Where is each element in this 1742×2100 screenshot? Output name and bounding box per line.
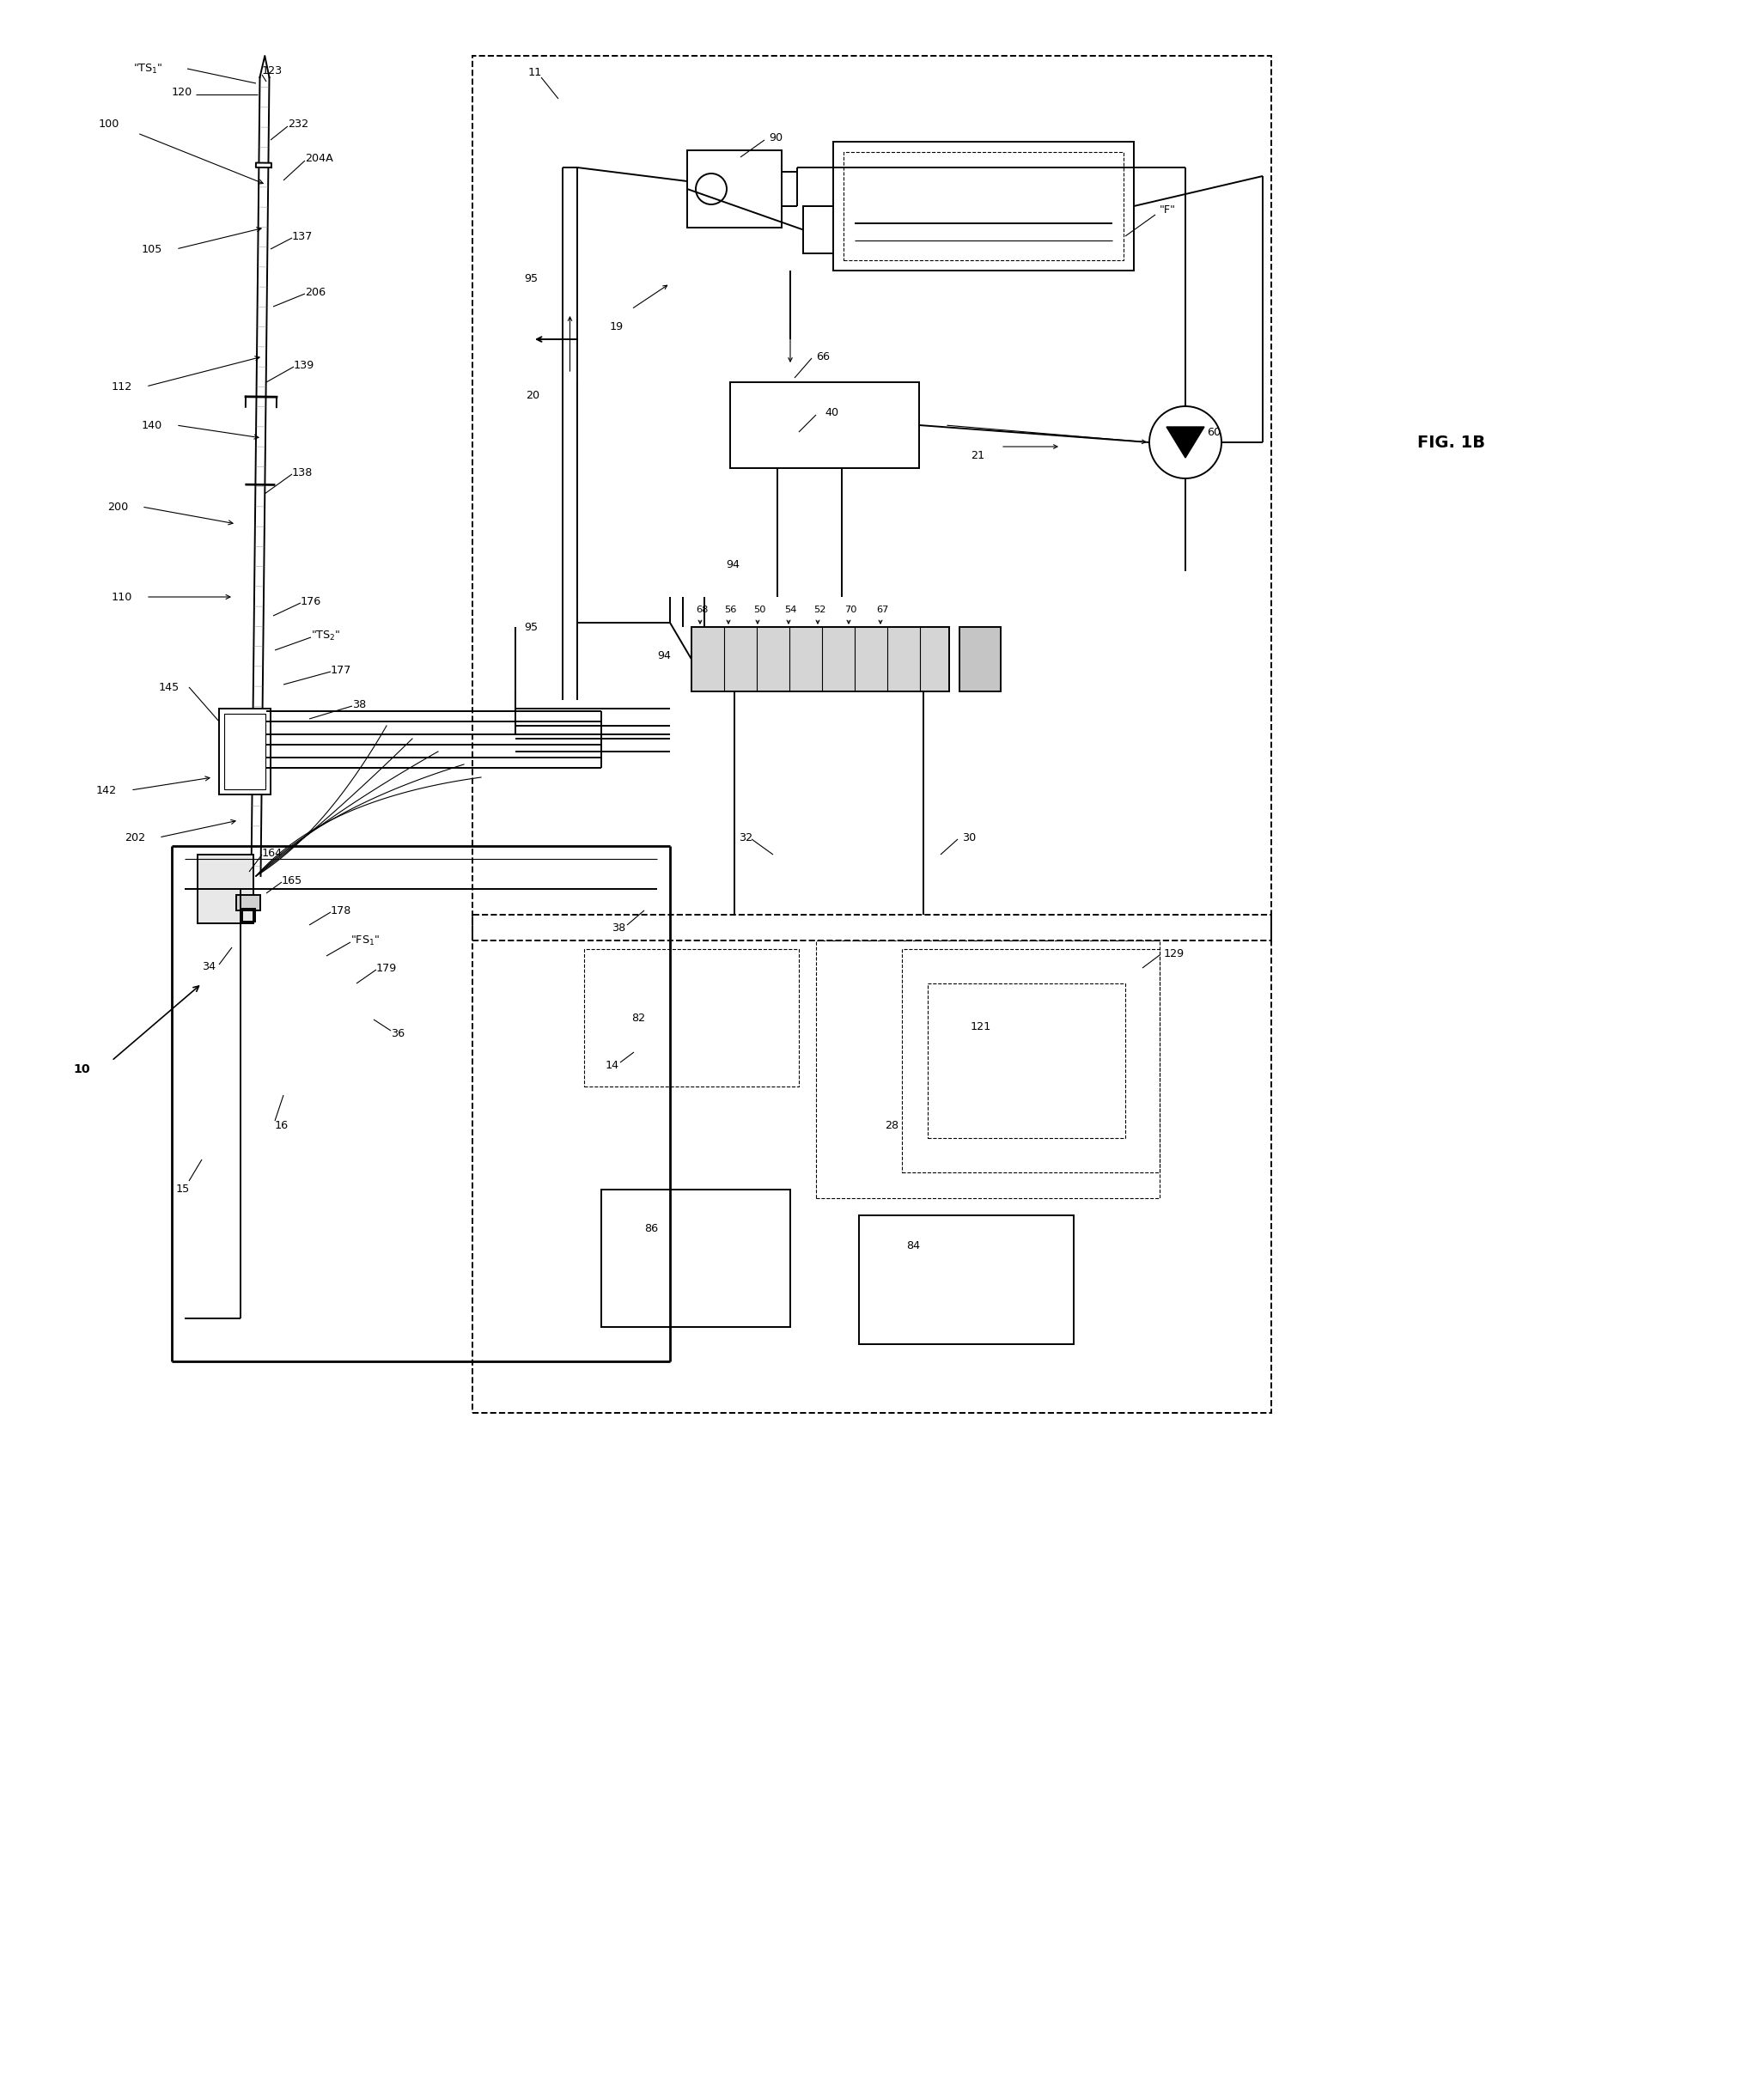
Text: 86: 86: [645, 1222, 658, 1235]
Text: 121: 121: [970, 1021, 991, 1031]
Text: 28: 28: [885, 1119, 899, 1130]
Text: 95: 95: [524, 622, 538, 632]
Bar: [730, 382, 920, 468]
Bar: [833, 141, 1134, 271]
Text: 21: 21: [970, 449, 984, 460]
Text: 38: 38: [352, 699, 366, 710]
Bar: [472, 57, 1272, 941]
Bar: [601, 1189, 791, 1327]
Text: 56: 56: [725, 605, 737, 613]
Text: 140: 140: [141, 420, 162, 430]
Text: 200: 200: [108, 502, 129, 512]
Text: 84: 84: [906, 1239, 920, 1252]
Text: 19: 19: [610, 321, 624, 332]
Bar: [843, 151, 1124, 260]
Text: 40: 40: [824, 407, 838, 418]
Text: 178: 178: [331, 905, 352, 916]
Text: "TS$_1$": "TS$_1$": [132, 63, 162, 76]
Text: 110: 110: [111, 592, 132, 603]
Bar: [472, 916, 1272, 1413]
Text: 232: 232: [287, 120, 308, 130]
Bar: [686, 151, 782, 227]
Bar: [219, 708, 270, 794]
Bar: [803, 206, 833, 254]
Text: 105: 105: [141, 244, 162, 254]
Text: 68: 68: [695, 605, 707, 613]
Text: 95: 95: [524, 273, 538, 286]
Bar: [197, 855, 253, 924]
Text: 204A: 204A: [305, 153, 333, 164]
Text: 165: 165: [282, 876, 303, 886]
Text: 112: 112: [111, 380, 132, 393]
Text: 138: 138: [293, 466, 314, 479]
Text: 94: 94: [657, 649, 671, 662]
Text: 34: 34: [202, 960, 216, 972]
Text: 142: 142: [96, 785, 117, 796]
Text: 100: 100: [99, 120, 120, 130]
Text: 11: 11: [528, 67, 542, 78]
Text: 206: 206: [305, 286, 326, 298]
Bar: [859, 1216, 1073, 1344]
Text: 123: 123: [261, 65, 282, 78]
Text: "FS$_1$": "FS$_1$": [350, 935, 380, 947]
Text: 176: 176: [301, 596, 322, 607]
Text: 52: 52: [814, 605, 826, 613]
Polygon shape: [256, 164, 272, 168]
Bar: [815, 941, 1160, 1199]
Text: 139: 139: [294, 359, 315, 370]
Text: 20: 20: [526, 388, 540, 401]
Text: 16: 16: [275, 1119, 289, 1130]
Bar: [584, 949, 800, 1086]
Polygon shape: [1167, 426, 1204, 458]
Bar: [692, 628, 949, 691]
Text: 54: 54: [784, 605, 796, 613]
Text: 10: 10: [73, 1063, 91, 1075]
Bar: [242, 909, 254, 922]
Text: 177: 177: [331, 664, 352, 676]
Text: 164: 164: [261, 846, 282, 859]
Text: 202: 202: [124, 832, 145, 842]
Text: 36: 36: [390, 1027, 404, 1040]
Text: 66: 66: [815, 351, 829, 361]
Text: 179: 179: [376, 962, 397, 974]
Text: 137: 137: [293, 231, 314, 242]
Bar: [902, 949, 1160, 1172]
Text: 50: 50: [753, 605, 766, 613]
Text: 14: 14: [606, 1058, 620, 1071]
Text: 129: 129: [1164, 947, 1185, 960]
Text: 145: 145: [159, 682, 179, 693]
Text: 67: 67: [876, 605, 888, 613]
Bar: [225, 714, 265, 790]
Text: 70: 70: [845, 605, 857, 613]
Bar: [237, 895, 260, 911]
Text: 60: 60: [1207, 426, 1221, 437]
Text: 32: 32: [739, 832, 753, 842]
Text: 30: 30: [962, 832, 976, 842]
Text: 120: 120: [172, 86, 193, 97]
Text: "TS$_2$": "TS$_2$": [312, 630, 341, 643]
Text: FIG. 1B: FIG. 1B: [1418, 435, 1486, 452]
Text: 90: 90: [768, 132, 782, 143]
Bar: [928, 983, 1125, 1138]
Text: 38: 38: [611, 922, 625, 932]
Bar: [960, 628, 1000, 691]
Text: 15: 15: [176, 1184, 190, 1195]
Text: 94: 94: [726, 559, 740, 569]
Text: "F": "F": [1160, 206, 1176, 216]
Text: 82: 82: [631, 1012, 645, 1023]
